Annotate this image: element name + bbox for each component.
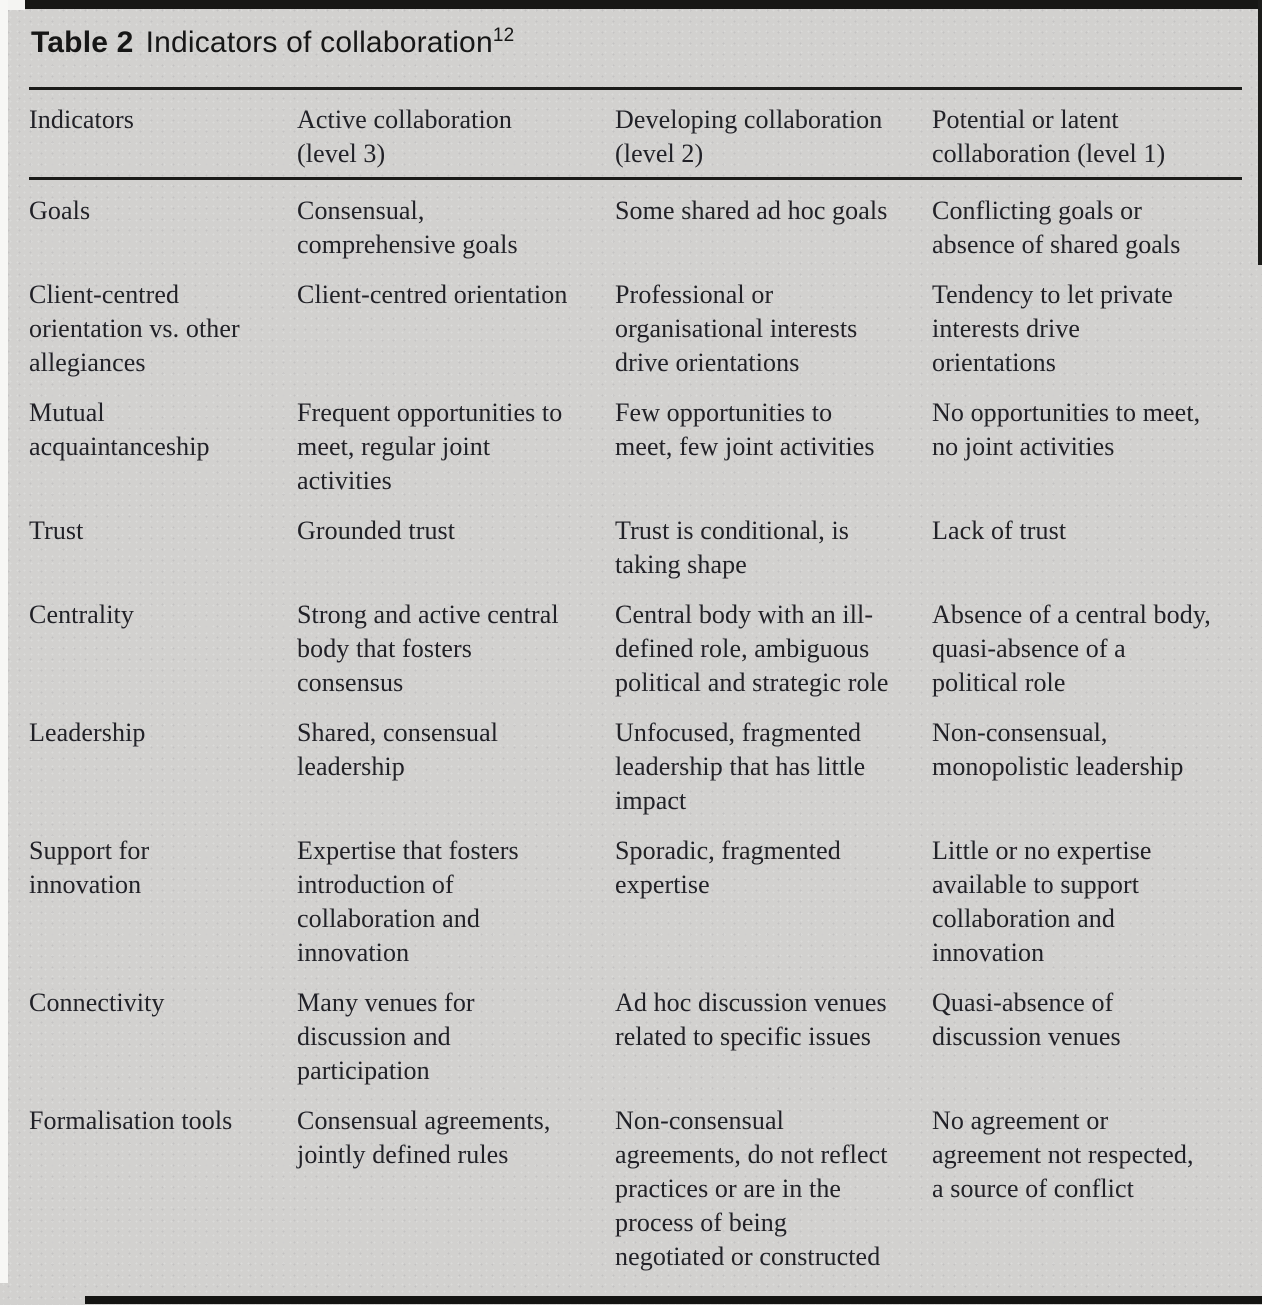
cell-level2: Some shared ad hoc goals: [615, 196, 888, 225]
table-row-support-for-innovation: Support for innovation Expertise that fo…: [29, 834, 1242, 986]
cell-indicator: Trust: [29, 516, 84, 545]
cell-level3: Many venues for discussion and participa…: [297, 988, 475, 1085]
cell-level2: Non-consensual agreements, do not reflec…: [615, 1106, 888, 1271]
cell-indicator: Goals: [29, 196, 91, 225]
cell-indicator: Connectivity: [29, 988, 165, 1017]
cell-level1: Conflicting goals or absence of shared g…: [932, 196, 1181, 259]
scan-edge-right: [1258, 0, 1262, 265]
table-row-connectivity: Connectivity Many venues for discussion …: [29, 986, 1242, 1104]
cell-level3: Frequent opportunities to meet, regular …: [297, 398, 563, 495]
table-caption-title: Indicators of collaboration: [145, 26, 493, 59]
cell-level2: Ad hoc discussion venues related to spec…: [615, 988, 887, 1051]
indicators-of-collaboration-table: Indicators Active collaboration (level 3…: [29, 87, 1242, 1290]
cell-indicator: Mutual acquaintanceship: [29, 398, 210, 461]
table-header-row: Indicators Active collaboration (level 3…: [29, 90, 1242, 177]
table-row-trust: Trust Grounded trust Trust is conditiona…: [29, 514, 1242, 598]
column-header-developing-collaboration: Developing collaboration (level 2): [615, 105, 883, 168]
table-row-centrality: Centrality Strong and active central bod…: [29, 598, 1242, 716]
cell-indicator: Centrality: [29, 600, 134, 629]
cell-level3: Expertise that fosters introduction of c…: [297, 836, 519, 967]
cell-level3: Strong and active central body that fost…: [297, 600, 559, 697]
scan-corner-top-left: [0, 0, 25, 10]
cell-level3: Consensual, comprehensive goals: [297, 196, 518, 259]
cell-level3: Consensual agreements, jointly defined r…: [297, 1106, 551, 1169]
table-bottom-rule: [85, 1296, 1262, 1304]
cell-indicator: Formalisation tools: [29, 1106, 233, 1135]
column-header-active-collaboration: Active collaboration (level 3): [297, 105, 512, 168]
table-header-rule: [29, 177, 1242, 180]
footnote-reference: 12: [492, 25, 515, 46]
table-caption-number: Table 2: [31, 26, 134, 59]
cell-indicator: Leadership: [29, 718, 146, 747]
table-row-formalisation-tools: Formalisation tools Consensual agreement…: [29, 1104, 1242, 1290]
cell-level1: Absence of a central body, quasi-absence…: [932, 600, 1211, 697]
cell-level1: No opportunities to meet, no joint activ…: [932, 398, 1201, 461]
table-top-rule: [29, 87, 1242, 90]
cell-level2: Unfocused, fragmented leadership that ha…: [615, 718, 866, 815]
cell-indicator: Client-centred orientation vs. other all…: [29, 280, 240, 377]
cell-level3: Shared, consensual leadership: [297, 718, 499, 781]
cell-level2: Trust is conditional, is taking shape: [615, 516, 850, 579]
column-header-indicators: Indicators: [29, 105, 134, 134]
cell-level2: Few opportunities to meet, few joint act…: [615, 398, 875, 461]
cell-level3: Client-centred orientation: [297, 280, 568, 309]
table-caption: Table 2 Indicators of collaboration12: [31, 26, 514, 60]
table-body: Goals Consensual, comprehensive goals So…: [29, 180, 1242, 1290]
cell-level1: Quasi-absence of discussion venues: [932, 988, 1121, 1051]
cell-level2: Sporadic, fragmented expertise: [615, 836, 841, 899]
scan-edge-left: [0, 0, 8, 1283]
scan-edge-top: [25, 0, 1262, 9]
cell-level1: Little or no expertise available to supp…: [932, 836, 1152, 967]
cell-level2: Central body with an ill- defined role, …: [615, 600, 889, 697]
table-row-mutual-acquaintanceship: Mutual acquaintanceship Frequent opportu…: [29, 396, 1242, 514]
table-row-leadership: Leadership Shared, consensual leadership…: [29, 716, 1242, 834]
cell-indicator: Support for innovation: [29, 836, 150, 899]
table-row-goals: Goals Consensual, comprehensive goals So…: [29, 194, 1242, 278]
cell-level3: Grounded trust: [297, 516, 456, 545]
cell-level1: Lack of trust: [932, 516, 1067, 545]
table-row-client-centred-orientation: Client-centred orientation vs. other all…: [29, 278, 1242, 396]
cell-level1: Tendency to let private interests drive …: [932, 280, 1173, 377]
cell-level1: Non-consensual, monopolistic leadership: [932, 718, 1184, 781]
column-header-potential-collaboration: Potential or latent collaboration (level…: [932, 105, 1166, 168]
cell-level2: Professional or organisational interests…: [615, 280, 858, 377]
cell-level1: No agreement or agreement not respected,…: [932, 1106, 1194, 1203]
